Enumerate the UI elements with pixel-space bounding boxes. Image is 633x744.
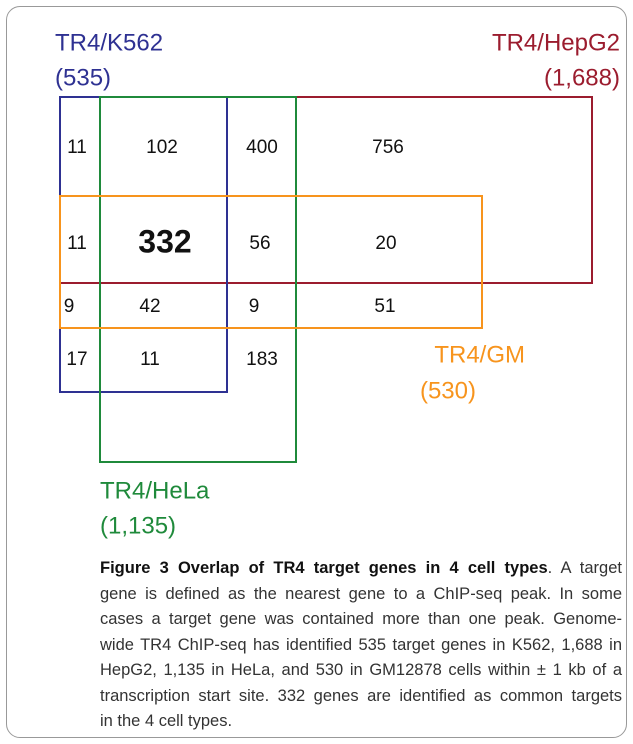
caption-line: Figure 3 Overlap of TR4 target genes in … [100,556,622,582]
set-count: (535) [55,64,111,91]
caption-text: . A target [547,559,622,577]
gm-box [59,195,483,329]
cell-count: 9 [249,296,260,317]
figure-frame [6,6,627,738]
caption-line: HepG2, 1,135 in HeLa, and 530 in GM12878… [100,661,622,679]
cell-count: 56 [249,233,270,254]
caption-line: gene is defined as the nearest gene to a… [100,584,622,603]
set-name: TR4/K562 [55,29,163,56]
cell-count: 756 [372,137,404,158]
caption-line: transcription start site. 332 genes are … [100,686,622,705]
cell-count: 11 [67,233,87,254]
cell-count: 102 [146,137,178,158]
cell-count: 183 [246,349,278,370]
cell-count: 400 [246,137,278,158]
hela-box [99,96,297,463]
set-name: TR4/GM [434,341,525,368]
cell-count: 11 [140,349,160,370]
set-count: (530) [420,377,476,404]
caption-line: in the 4 cell types. [100,712,233,730]
set-name: TR4/HepG2 [492,29,620,56]
cell-count: 11 [67,137,87,158]
cell-count: 17 [66,349,87,370]
set-count: (1,688) [544,64,620,91]
caption-line: wide TR4 ChIP-seq has identified 535 tar… [100,635,622,654]
cell-count: 332 [138,223,191,259]
cell-count: 51 [374,296,395,317]
set-count: (1,135) [100,512,176,539]
cell-count: 20 [375,233,396,254]
caption-line: cases a target gene was contained more t… [100,610,622,628]
cell-count: 42 [139,296,160,317]
set-name: TR4/HeLa [100,477,210,504]
caption-title: Figure 3 Overlap of TR4 target genes in … [100,559,548,577]
cell-count: 9 [64,296,75,317]
caption: Figure 3 Overlap of TR4 target genes in … [100,556,622,735]
